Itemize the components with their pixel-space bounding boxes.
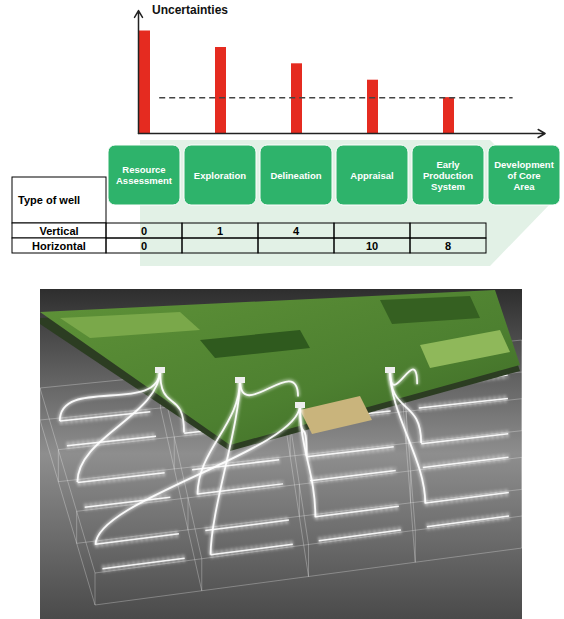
svg-text:Appraisal: Appraisal — [350, 170, 393, 181]
svg-text:10: 10 — [366, 240, 378, 252]
svg-text:8: 8 — [445, 240, 451, 252]
svg-text:Vertical: Vertical — [39, 225, 78, 237]
svg-text:Horizontal: Horizontal — [32, 240, 86, 252]
svg-text:Type of well: Type of well — [18, 194, 80, 206]
svg-text:4: 4 — [293, 225, 300, 237]
svg-text:0: 0 — [141, 225, 147, 237]
svg-text:Developmentof CoreArea: Developmentof CoreArea — [494, 159, 554, 192]
html-text:Uncertainties: Uncertainties — [152, 3, 228, 17]
svg-text:1: 1 — [217, 225, 223, 237]
svg-text:ResourceAssessment: ResourceAssessment — [116, 164, 173, 186]
svg-text:EarlyProductionSystem: EarlyProductionSystem — [423, 159, 473, 192]
svg-text:Exploration: Exploration — [194, 170, 246, 181]
svg-text:Delineation: Delineation — [270, 170, 321, 181]
svg-text:0: 0 — [141, 240, 147, 252]
